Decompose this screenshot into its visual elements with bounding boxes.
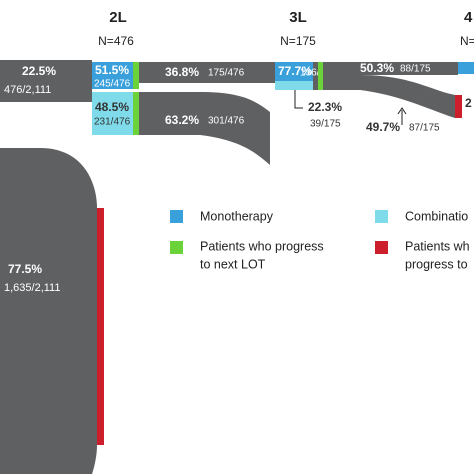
column-n: N=476 [98, 34, 134, 48]
flow [139, 62, 275, 83]
progress-bar [318, 62, 323, 90]
percent: 36.8% [165, 65, 199, 79]
column-n: N=175 [280, 34, 316, 48]
percent: 51.5% [95, 63, 129, 77]
legend-swatch [375, 241, 388, 254]
count: 245/476 [94, 79, 131, 90]
flow-block [0, 148, 97, 474]
combo-box [275, 81, 313, 90]
column-label: 4 [464, 9, 473, 26]
arrow [294, 90, 303, 109]
progress-bar [133, 92, 139, 135]
combo-box [92, 92, 133, 135]
arrow [397, 107, 407, 125]
flow-block [0, 60, 92, 102]
flow [323, 62, 458, 75]
mono-box [458, 62, 474, 74]
legend-label: to next LOT [200, 257, 266, 271]
percent: 22.5% [22, 64, 56, 78]
percent: 2 [465, 96, 472, 110]
percent: 49.7% [366, 120, 400, 134]
count: 175/476 [208, 68, 245, 79]
stop-bar [97, 208, 104, 445]
count: 88/175 [400, 64, 431, 75]
legend-swatch [170, 241, 183, 254]
legend-label: Combinatio [405, 209, 468, 223]
percent: 48.5% [95, 100, 129, 114]
legend-swatch [170, 210, 183, 223]
count: 39/175 [310, 119, 341, 130]
column-n: N= [460, 34, 474, 48]
percent: 22.3% [308, 100, 342, 114]
mono-box [92, 62, 133, 89]
flow [323, 75, 455, 118]
count: 301/476 [208, 116, 245, 127]
count: 87/175 [409, 123, 440, 134]
count: 231/476 [94, 117, 131, 128]
legend-label: progress to [405, 257, 468, 271]
legend-label: Patients wh [405, 239, 470, 253]
stop-bar [455, 95, 462, 118]
percent: 50.3% [360, 61, 394, 75]
count: 1,635/2,111 [4, 282, 60, 294]
legend-label: Monotherapy [200, 209, 274, 223]
mono-box [275, 62, 313, 81]
percent: 77.7% [278, 64, 312, 78]
flow [139, 92, 270, 165]
percent: 77.5% [8, 262, 42, 276]
column-label: 2L [109, 9, 127, 26]
progress-bar [133, 62, 139, 89]
legend-swatch [375, 210, 388, 223]
legend-label: Patients who progress [200, 239, 324, 253]
count: 476/2,111 [4, 84, 51, 96]
percent: 63.2% [165, 113, 199, 127]
column-label: 3L [289, 9, 307, 26]
